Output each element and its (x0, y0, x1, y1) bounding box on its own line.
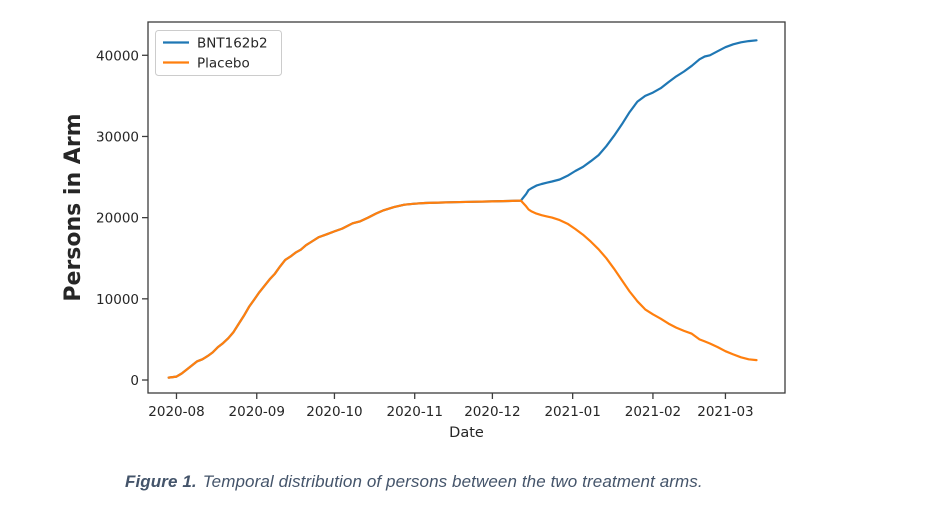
y-axis-tick-label: 20000 (96, 211, 139, 227)
line-chart: 2020-08 2020-09 2020-10 2020-11 2020-12 2021-… (61, 21, 786, 441)
x-axis-tick-label: 2020-12 (464, 404, 520, 420)
x-axis-tick-label: 2020-09 (229, 404, 285, 420)
y-axis-tick-label: 10000 (96, 292, 139, 308)
x-axis-tick-label: 2020-11 (387, 404, 443, 420)
figure-caption-text: Temporal distribution of persons between… (202, 472, 703, 491)
y-axis-title: Persons in Arm (61, 113, 86, 301)
legend-label: BNT162b2 (197, 35, 268, 51)
x-axis-tick-label: 2020-08 (148, 404, 204, 420)
y-axis-tick-label: 40000 (96, 48, 139, 64)
x-axis-title: Date (449, 425, 484, 441)
x-axis-tick-label: 2021-02 (625, 404, 681, 420)
y-axis-tick-label: 30000 (96, 129, 139, 145)
figure-caption: Figure 1. Temporal distribution of person… (125, 472, 703, 492)
series-line-placebo (167, 199, 758, 379)
y-axis-tick-label: 0 (130, 373, 139, 389)
legend-label: Placebo (197, 55, 250, 71)
x-axis-tick-label: 2021-03 (697, 404, 753, 420)
x-axis-tick-label: 2020-10 (306, 404, 362, 420)
figure-caption-label: Figure 1. (125, 472, 197, 491)
plot-frame (147, 21, 786, 394)
x-axis-tick-label: 2021-01 (544, 404, 600, 420)
